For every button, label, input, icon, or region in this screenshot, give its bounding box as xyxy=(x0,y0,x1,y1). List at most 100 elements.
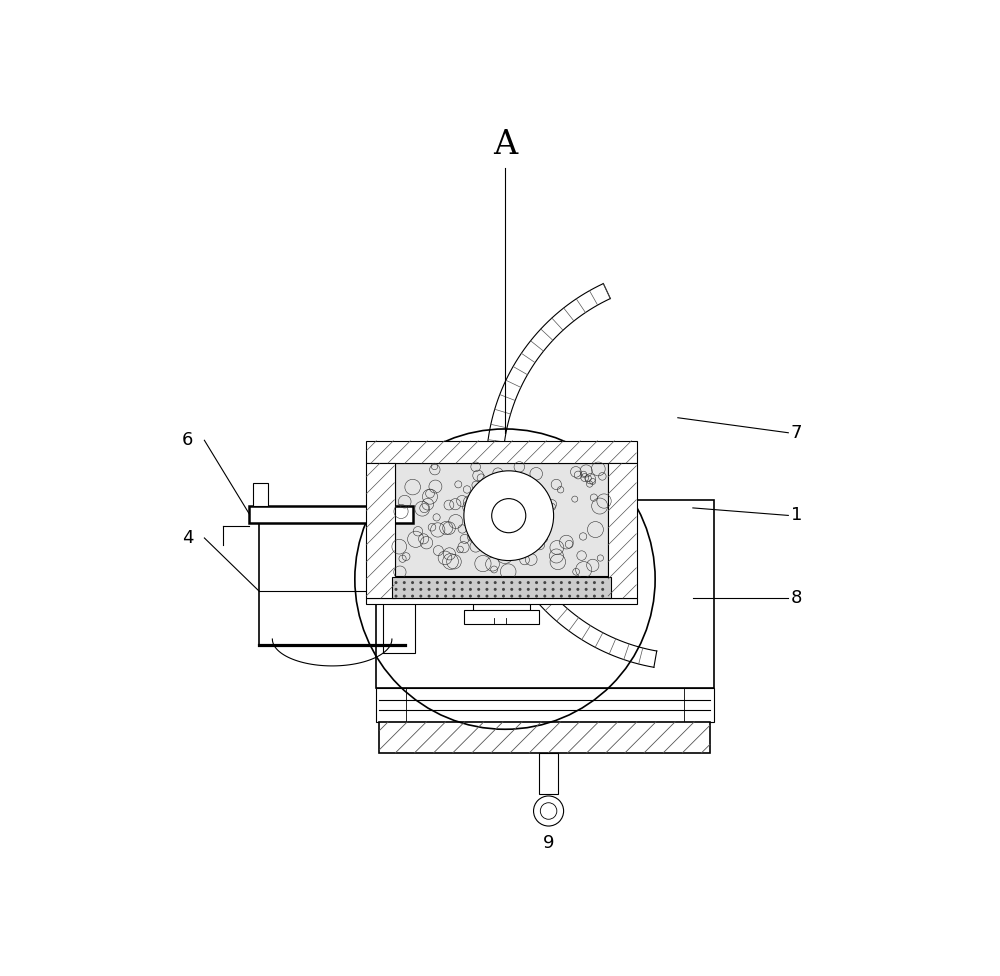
Bar xyxy=(383,526,409,538)
Bar xyxy=(368,500,421,511)
Text: 8: 8 xyxy=(791,590,802,607)
Text: 1: 1 xyxy=(791,507,802,524)
Circle shape xyxy=(585,588,588,590)
Circle shape xyxy=(444,581,447,584)
Circle shape xyxy=(469,588,472,590)
Circle shape xyxy=(510,594,513,597)
Circle shape xyxy=(527,588,530,590)
Circle shape xyxy=(395,581,398,584)
Circle shape xyxy=(492,499,526,533)
Bar xyxy=(379,721,710,753)
Circle shape xyxy=(543,594,546,597)
Circle shape xyxy=(452,581,455,584)
Circle shape xyxy=(502,594,505,597)
Bar xyxy=(608,464,637,598)
Circle shape xyxy=(494,594,497,597)
Circle shape xyxy=(485,594,488,597)
Circle shape xyxy=(477,588,480,590)
Bar xyxy=(249,506,413,522)
Bar xyxy=(383,538,415,653)
Text: 6: 6 xyxy=(182,431,193,449)
Circle shape xyxy=(477,594,480,597)
Circle shape xyxy=(444,594,447,597)
Circle shape xyxy=(534,796,564,826)
Circle shape xyxy=(469,581,472,584)
Bar xyxy=(376,500,714,688)
Circle shape xyxy=(485,588,488,590)
Bar xyxy=(366,440,637,464)
Circle shape xyxy=(519,581,522,584)
Circle shape xyxy=(552,581,555,584)
Circle shape xyxy=(543,581,546,584)
Circle shape xyxy=(510,588,513,590)
Text: 4: 4 xyxy=(182,529,193,547)
Circle shape xyxy=(461,581,464,584)
Circle shape xyxy=(436,594,439,597)
Circle shape xyxy=(568,588,571,590)
Circle shape xyxy=(461,588,464,590)
Circle shape xyxy=(543,588,546,590)
Circle shape xyxy=(576,588,579,590)
Circle shape xyxy=(411,594,414,597)
Bar xyxy=(395,464,608,576)
Circle shape xyxy=(568,581,571,584)
Circle shape xyxy=(585,581,588,584)
Circle shape xyxy=(519,594,522,597)
Circle shape xyxy=(403,588,406,590)
Circle shape xyxy=(419,588,422,590)
Circle shape xyxy=(419,594,422,597)
Circle shape xyxy=(519,588,522,590)
Circle shape xyxy=(452,594,455,597)
Circle shape xyxy=(485,581,488,584)
Circle shape xyxy=(428,581,431,584)
Circle shape xyxy=(428,594,431,597)
Circle shape xyxy=(560,588,563,590)
Circle shape xyxy=(403,581,406,584)
Circle shape xyxy=(527,581,530,584)
Circle shape xyxy=(494,581,497,584)
Circle shape xyxy=(540,802,557,819)
Circle shape xyxy=(411,588,414,590)
Circle shape xyxy=(502,581,505,584)
Text: 7: 7 xyxy=(791,424,802,442)
Circle shape xyxy=(593,588,596,590)
Text: 9: 9 xyxy=(543,834,554,852)
Circle shape xyxy=(593,581,596,584)
Circle shape xyxy=(593,594,596,597)
Circle shape xyxy=(535,594,538,597)
Circle shape xyxy=(403,594,406,597)
Circle shape xyxy=(601,581,604,584)
Circle shape xyxy=(576,581,579,584)
Circle shape xyxy=(568,594,571,597)
Circle shape xyxy=(461,594,464,597)
Circle shape xyxy=(436,588,439,590)
Circle shape xyxy=(601,594,604,597)
Circle shape xyxy=(464,470,554,560)
Circle shape xyxy=(419,581,422,584)
Bar xyxy=(464,610,539,624)
Bar xyxy=(376,688,714,721)
Bar xyxy=(366,464,395,598)
Circle shape xyxy=(436,581,439,584)
Circle shape xyxy=(502,588,505,590)
Circle shape xyxy=(444,588,447,590)
Circle shape xyxy=(428,588,431,590)
Circle shape xyxy=(601,588,604,590)
Circle shape xyxy=(535,588,538,590)
Circle shape xyxy=(494,588,497,590)
Circle shape xyxy=(560,594,563,597)
Circle shape xyxy=(527,594,530,597)
Circle shape xyxy=(560,581,563,584)
Bar xyxy=(253,483,268,506)
Bar xyxy=(539,753,558,794)
Circle shape xyxy=(477,581,480,584)
Circle shape xyxy=(395,588,398,590)
Circle shape xyxy=(510,581,513,584)
Text: A: A xyxy=(493,129,517,161)
Circle shape xyxy=(552,594,555,597)
Circle shape xyxy=(469,594,472,597)
Circle shape xyxy=(576,594,579,597)
Circle shape xyxy=(411,581,414,584)
Bar xyxy=(366,598,637,604)
Circle shape xyxy=(552,588,555,590)
